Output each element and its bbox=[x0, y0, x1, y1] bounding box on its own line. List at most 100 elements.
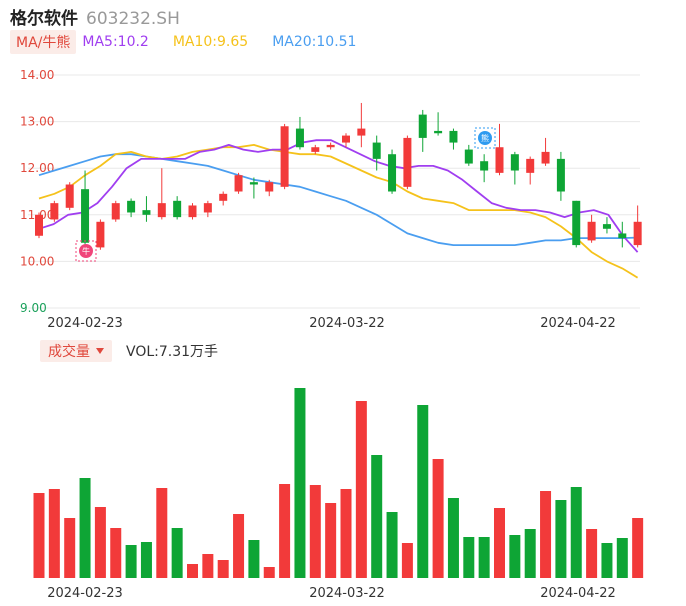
volume-bar bbox=[463, 537, 475, 578]
x-tick-label: 2024-02-23 bbox=[47, 316, 123, 331]
candle bbox=[203, 200, 212, 218]
volume-bar bbox=[94, 507, 106, 578]
volume-value: VOL:7.31万手 bbox=[126, 344, 219, 360]
volume-bar bbox=[340, 489, 352, 578]
candle bbox=[587, 214, 596, 243]
volume-bar bbox=[325, 503, 337, 578]
candle bbox=[81, 170, 90, 248]
volume-bar bbox=[540, 491, 552, 578]
ma-legend: MA/牛熊 MA5:10.2 MA10:9.65 MA20:10.51 bbox=[10, 30, 380, 54]
volume-indicator-tab[interactable]: 成交量 bbox=[40, 340, 112, 362]
candle bbox=[541, 137, 550, 166]
volume-bar bbox=[401, 543, 413, 578]
volume-bar bbox=[233, 514, 245, 578]
volume-bar bbox=[524, 529, 536, 578]
candle bbox=[295, 116, 304, 150]
volume-tab-label: 成交量 bbox=[48, 344, 90, 360]
volume-bars bbox=[33, 388, 644, 578]
candle bbox=[219, 191, 228, 206]
volume-bar bbox=[187, 564, 198, 578]
candle bbox=[480, 154, 489, 183]
candle bbox=[618, 221, 627, 248]
candles bbox=[35, 102, 642, 250]
volume-bar bbox=[616, 538, 628, 578]
svg-text:牛: 牛 bbox=[82, 246, 90, 256]
volume-bar bbox=[263, 567, 275, 578]
volume-bar bbox=[279, 484, 291, 578]
stock-code: 603232.SH bbox=[86, 9, 180, 29]
candle bbox=[280, 123, 289, 190]
volume-bar bbox=[217, 560, 229, 578]
y-tick-label: 14.00 bbox=[20, 68, 54, 82]
volume-bar bbox=[555, 500, 567, 578]
svg-text:熊: 熊 bbox=[481, 133, 489, 143]
candle bbox=[602, 217, 611, 234]
volume-bar bbox=[171, 528, 183, 578]
candle bbox=[449, 128, 458, 150]
volume-bar bbox=[156, 488, 168, 578]
candle bbox=[357, 102, 366, 148]
candle bbox=[127, 198, 136, 218]
volume-bar bbox=[386, 512, 398, 578]
candle bbox=[311, 144, 320, 155]
price-grid bbox=[28, 74, 640, 309]
volume-bar bbox=[110, 528, 122, 578]
volume-bar bbox=[64, 518, 76, 578]
y-tick-label: 12.00 bbox=[20, 161, 54, 175]
caret-down-icon bbox=[96, 348, 104, 354]
candle bbox=[418, 109, 427, 152]
x-tick-label: 2024-03-22 bbox=[309, 586, 385, 601]
bull-marker-icon: 牛 bbox=[75, 240, 97, 262]
volume-bar bbox=[125, 545, 137, 578]
volume-bar bbox=[371, 455, 383, 578]
volume-bar bbox=[79, 478, 91, 578]
volume-bar bbox=[586, 529, 598, 578]
candle bbox=[96, 219, 105, 250]
volume-bar bbox=[432, 459, 444, 578]
candle bbox=[495, 123, 504, 176]
volume-bar bbox=[632, 518, 644, 578]
candle bbox=[464, 144, 473, 166]
volume-bar bbox=[447, 498, 459, 578]
candle bbox=[111, 200, 120, 222]
volume-bar bbox=[478, 537, 490, 578]
x-tick-label: 2024-04-22 bbox=[540, 586, 616, 601]
x-tick-label: 2024-02-23 bbox=[47, 586, 123, 601]
ma20-legend: MA20:10.51 bbox=[272, 34, 357, 50]
x-tick-label: 2024-04-22 bbox=[540, 316, 616, 331]
ma20-line bbox=[38, 153, 638, 247]
candle bbox=[403, 135, 412, 190]
candle bbox=[572, 200, 581, 248]
ma-lines bbox=[38, 139, 639, 279]
candle bbox=[234, 172, 243, 194]
candle bbox=[326, 142, 335, 150]
x-tick-label: 2024-03-22 bbox=[309, 316, 385, 331]
ma-indicator-tab[interactable]: MA/牛熊 bbox=[10, 30, 77, 54]
candle bbox=[142, 196, 151, 222]
volume-bar bbox=[309, 485, 321, 578]
y-tick-label: 9.00 bbox=[20, 301, 47, 315]
candle bbox=[372, 135, 381, 171]
candle bbox=[342, 133, 350, 148]
stock-name: 格尔软件 bbox=[10, 9, 78, 29]
candle bbox=[633, 205, 642, 248]
volume-bar bbox=[202, 554, 214, 578]
ma10-line bbox=[38, 143, 639, 279]
candle bbox=[188, 203, 197, 220]
candle bbox=[265, 179, 274, 197]
ma5-line bbox=[38, 139, 639, 253]
candle bbox=[65, 182, 74, 211]
volume-bar bbox=[294, 388, 306, 578]
volume-bar bbox=[33, 493, 45, 578]
volume-bar bbox=[570, 487, 582, 578]
candle bbox=[50, 200, 59, 222]
stock-header: 格尔软件 603232.SH bbox=[10, 4, 180, 29]
markers: 牛熊 bbox=[75, 127, 496, 262]
candle bbox=[434, 112, 443, 136]
volume-bar bbox=[417, 405, 429, 578]
bear-marker-icon: 熊 bbox=[474, 127, 496, 149]
candle bbox=[249, 177, 258, 199]
y-tick-label: 10.00 bbox=[20, 254, 54, 268]
